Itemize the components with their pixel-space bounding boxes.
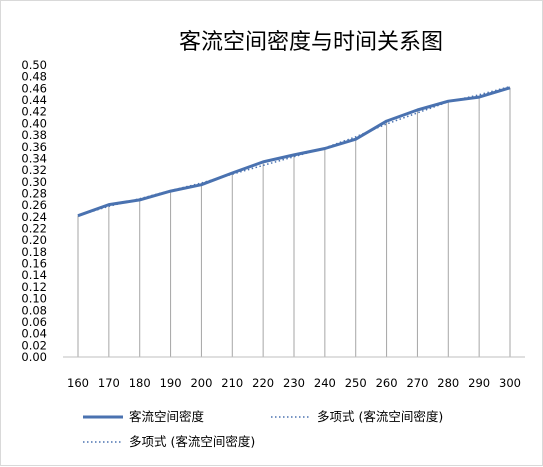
x-tick-label: 230 — [283, 376, 305, 390]
x-tick-label: 210 — [221, 376, 243, 390]
y-tick-label: 0.18 — [21, 245, 47, 259]
y-tick-label: 0.14 — [21, 268, 47, 282]
y-tick-label: 0.04 — [21, 327, 47, 341]
y-tick-label: 0.48 — [21, 70, 47, 84]
legend-label: 多项式 (客流空间密度) — [129, 434, 255, 449]
y-tick-label: 0.30 — [21, 175, 47, 189]
y-tick-label: 0.42 — [21, 105, 47, 119]
x-tick-label: 260 — [376, 376, 398, 390]
y-tick-label: 0.34 — [21, 151, 47, 165]
legend-label: 客流空间密度 — [129, 409, 205, 424]
legend: 客流空间密度 多项式 (客流空间密度)多项式 (客流空间密度) — [83, 409, 443, 449]
y-tick-label: 0.24 — [21, 210, 47, 224]
y-tick-label: 0.00 — [21, 350, 47, 364]
drop-lines — [77, 87, 511, 357]
y-tick-label: 0.38 — [21, 128, 47, 142]
x-tick-label: 270 — [406, 376, 428, 390]
x-tick-label: 170 — [98, 376, 120, 390]
y-tick-label: 0.22 — [21, 222, 47, 236]
x-tick-label: 300 — [499, 376, 521, 390]
y-tick-label: 0.10 — [21, 292, 47, 306]
y-tick-label: 0.46 — [21, 81, 47, 95]
legend-label: 多项式 (客流空间密度) — [317, 409, 443, 424]
x-tick-label: 160 — [67, 376, 89, 390]
y-tick-label: 0.06 — [21, 315, 47, 329]
x-tick-label: 180 — [129, 376, 151, 390]
y-tick-label: 0.36 — [21, 140, 47, 154]
series-line-density — [77, 86, 511, 218]
y-tick-label: 0.28 — [21, 186, 47, 200]
series-layer — [77, 85, 511, 218]
y-tick-label: 0.26 — [21, 198, 47, 212]
y-tick-label: 0.32 — [21, 163, 47, 177]
y-axis: 0.000.020.040.060.080.100.120.140.160.18… — [21, 58, 47, 364]
x-tick-label: 240 — [314, 376, 336, 390]
y-tick-label: 0.40 — [21, 116, 47, 130]
y-tick-label: 0.16 — [21, 257, 47, 271]
y-tick-label: 0.08 — [21, 303, 47, 317]
chart-title: 客流空间密度与时间关系图 — [179, 30, 443, 55]
x-tick-label: 200 — [190, 376, 212, 390]
y-tick-label: 0.50 — [21, 58, 47, 72]
x-tick-label: 220 — [252, 376, 274, 390]
x-tick-label: 290 — [468, 376, 490, 390]
x-tick-label: 280 — [437, 376, 459, 390]
y-tick-label: 0.20 — [21, 233, 47, 247]
x-axis: 160 170 180 190 200 210 220 230 240 250 260 270 280 2… — [63, 356, 525, 390]
y-tick-label: 0.02 — [21, 338, 47, 352]
x-tick-label: 250 — [345, 376, 367, 390]
x-tick-label: 190 — [160, 376, 182, 390]
y-tick-label: 0.12 — [21, 280, 47, 294]
y-tick-label: 0.44 — [21, 93, 47, 107]
